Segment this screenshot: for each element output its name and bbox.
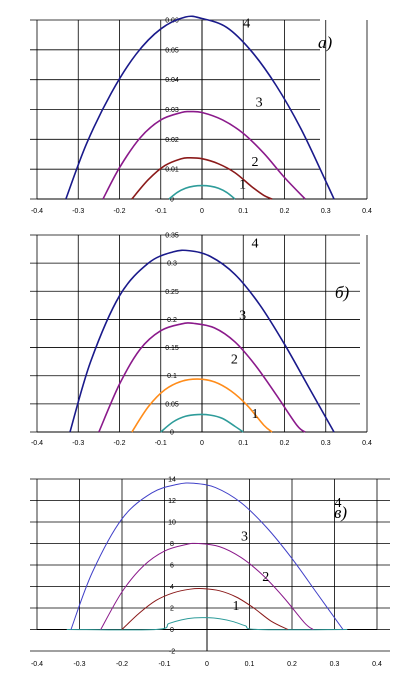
chart-a-series-4: [65, 15, 335, 200]
chart-a-series-1: [168, 184, 236, 200]
chart-c-x-tick-label: 0.2: [287, 661, 297, 668]
chart-c-y-tick-label: 10: [168, 520, 176, 527]
chart-a-series-2: [131, 156, 273, 200]
chart-c-series-2: [121, 588, 288, 630]
chart-b-series-1: [160, 413, 244, 433]
chart-a-x-tick-label: -0.2: [113, 208, 125, 215]
chart-b-x-tick-label: -0.3: [72, 440, 84, 447]
chart-c-curve-label-1: 1: [233, 599, 240, 614]
chart-b-x-tick-label: 0: [200, 440, 204, 447]
chart-a-x-tick-label: 0: [200, 208, 204, 215]
chart-b-series-2: [131, 378, 273, 433]
chart-b-x-tick-label: 0.3: [321, 440, 331, 447]
chart-c-y-tick-label: 0: [170, 627, 174, 634]
chart-c-y-tick-label: 4: [170, 584, 174, 591]
chart-c-y-tick-label: 12: [168, 498, 176, 505]
chart-b-x-tick-label: 0.4: [362, 440, 372, 447]
chart-b-y-tick-label: 0.05: [165, 401, 179, 408]
chart-b-x-tick-label: -0.2: [113, 440, 125, 447]
chart-b-y-tick-label: 0.1: [167, 373, 177, 380]
chart-c-y-tick-label: -2: [169, 649, 175, 656]
chart-b-y-tick-label: 0.25: [165, 289, 179, 296]
chart-a-y-tick-label: 0.06: [165, 18, 179, 25]
chart-b-series-4: [69, 249, 335, 433]
chart-c-curve-label-3: 3: [241, 529, 248, 544]
chart-a-y-tick-label: 0.03: [165, 107, 179, 114]
chart-b-y-tick-label: 0.3: [167, 261, 177, 268]
chart-b-x-tick-label: -0.1: [155, 440, 167, 447]
chart-c-curve-label-4: 4: [335, 496, 342, 511]
chart-a-y-tick-label: 0.05: [165, 47, 179, 54]
chart-a-x-tick-label: -0.3: [72, 208, 84, 215]
chart-b-panel-label: б): [335, 283, 350, 302]
chart-a-x-tick-label: 0.1: [238, 208, 248, 215]
chart-a-series-3: [102, 110, 306, 200]
chart-c-y-tick-label: 8: [170, 541, 174, 548]
chart-a-y-tick-label: 0.02: [165, 137, 179, 144]
chart-a-x-tick-label: -0.4: [31, 208, 43, 215]
chart-b-y-tick-label: 0.15: [165, 345, 179, 352]
chart-b-series-3: [98, 322, 306, 433]
chart-b-curve-label-3: 3: [239, 308, 246, 323]
chart-a-curve-label-4: 4: [243, 16, 250, 31]
chart-c-series-4: [70, 482, 344, 630]
chart-c-y-tick-label: 14: [168, 477, 176, 484]
chart-c-x-tick-label: 0.3: [330, 661, 340, 668]
chart-a-curve-label-2: 2: [252, 155, 259, 170]
chart-c-y-tick-label: 2: [170, 606, 174, 613]
chart-c-x-tick-label: 0.1: [245, 661, 255, 668]
chart-c-y-tick-label: 6: [170, 563, 174, 570]
chart-b-curve-label-4: 4: [252, 236, 259, 251]
chart-b-x-tick-label: 0.1: [238, 440, 248, 447]
chart-a-y-tick-label: 0: [170, 197, 174, 204]
chart-a-y-tick-label: 0.04: [165, 77, 179, 84]
chart-c-x-tick-label: -0.1: [158, 661, 170, 668]
chart-b-x-tick-label: -0.4: [31, 440, 43, 447]
chart-b-y-tick-label: 0: [170, 430, 174, 437]
chart-c-panel-label: в): [334, 503, 347, 522]
chart-b-curve-label-2: 2: [231, 352, 238, 367]
chart-c-x-tick-label: 0: [205, 661, 209, 668]
chart-a-y-tick-label: 0.01: [165, 167, 179, 174]
chart-c-panel: -0.4 -0.3 -0.2 -0.1 0 0.1 0.2 0.3 0.4-2024681012…: [30, 477, 390, 668]
chart-c-x-tick-label: -0.3: [73, 661, 85, 668]
chart-a-x-tick-label: -0.1: [155, 208, 167, 215]
chart-b-panel: -0.4 -0.3 -0.2 -0.1 0 0.1 0.2 0.3 0.400.050.10.1…: [30, 233, 372, 447]
chart-a-x-tick-label: 0.4: [362, 208, 372, 215]
chart-a-panel: -0.4 -0.3 -0.2 -0.1 0 0.1 0.2 0.3 0.400.010.020.…: [30, 15, 372, 215]
chart-c-x-tick-label: -0.4: [31, 661, 43, 668]
chart-b-x-tick-label: 0.2: [280, 440, 290, 447]
chart-c-series-1: [66, 617, 348, 631]
chart-b-y-tick-label: 0.2: [167, 317, 177, 324]
chart-c-x-tick-label: -0.2: [116, 661, 128, 668]
chart-c-curve-label-2: 2: [262, 570, 269, 585]
chart-a-x-tick-label: 0.2: [280, 208, 290, 215]
chart-a-x-tick-label: 0.3: [321, 208, 331, 215]
chart-b-curve-label-1: 1: [252, 407, 259, 422]
chart-c-series-3: [100, 542, 314, 630]
chart-c-x-tick-label: 0.4: [372, 661, 382, 668]
chart-a-curve-label-1: 1: [239, 178, 246, 193]
chart-a-curve-label-3: 3: [256, 96, 263, 111]
chart-b-y-tick-label: 0.35: [165, 233, 179, 240]
chart-a-panel-label: a): [318, 33, 333, 52]
